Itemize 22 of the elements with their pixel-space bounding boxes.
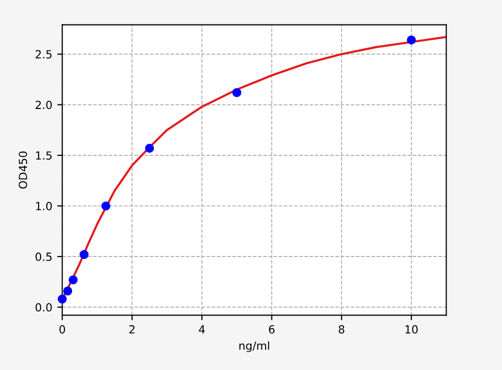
x-axis-title: ng/ml [239,341,270,352]
y-tick-label: 2.0 [36,100,52,110]
point [80,250,89,260]
x-tick-label: 8 [338,325,344,334]
x-tick-label: 0 [59,325,66,334]
x-tick-label: 2 [129,325,134,334]
x-tick-label: 10 [406,325,418,334]
x-tick-label: 6 [268,325,275,334]
y-tick-label: 2.5 [36,50,52,59]
point [232,88,242,98]
y-tick-label: 1.0 [36,202,52,210]
y-tick-label: 1.5 [36,151,52,160]
y-tick-label: 0.5 [36,252,52,261]
point [101,201,110,210]
point [145,144,154,153]
x-tick-label: 4 [198,325,205,334]
point [406,35,416,44]
point [58,294,67,304]
y-tick-label: 0.0 [36,303,52,312]
point [68,275,78,284]
point [63,286,72,296]
y-axis-title: OD450 [18,152,28,189]
